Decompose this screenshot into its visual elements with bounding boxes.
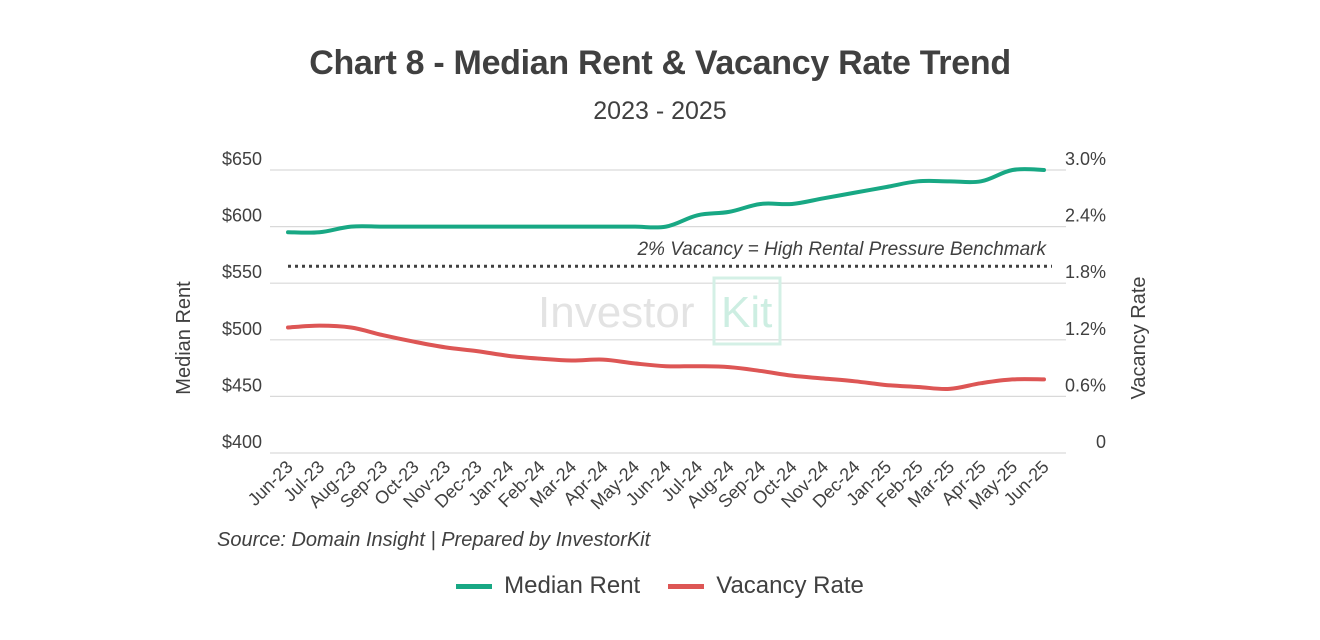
left-y-tick-label: $550 <box>222 262 262 282</box>
left-y-axis-ticks: $650 $600 $550 $500 $450 $400 <box>222 149 262 452</box>
investorkit-watermark-logo: Investor Kit <box>538 276 782 346</box>
left-y-tick-label: $500 <box>222 319 262 339</box>
right-y-tick-label: 0.6% <box>1065 375 1106 395</box>
chart-title: Chart 8 - Median Rent & Vacancy Rate Tre… <box>309 44 1011 82</box>
series-line-vacancy-rate <box>286 323 1046 391</box>
watermark-kit-box <box>712 276 782 346</box>
legend-swatch-median-rent <box>456 583 493 589</box>
left-y-tick-label: $650 <box>222 149 262 169</box>
right-y-axis-ticks: 3.0% 2.4% 1.8% 1.2% 0.6% 0 <box>1065 149 1106 452</box>
legend-label-vacancy-rate: Vacancy Rate <box>716 572 864 599</box>
series-lines <box>286 167 1046 391</box>
legend-item-vacancy-rate: Vacancy Rate <box>668 572 864 600</box>
right-y-tick-label: 1.8% <box>1065 262 1106 282</box>
source-note: Source: Domain Insight | Prepared by Inv… <box>217 529 651 551</box>
legend: Median Rent Vacancy Rate <box>0 572 1320 600</box>
axis-titles: Median Rent Vacancy Rate <box>173 276 1150 399</box>
chart-subtitle: 2023 - 2025 <box>593 97 727 125</box>
legend-item-median-rent: Median Rent <box>456 572 640 600</box>
right-y-tick-label: 3.0% <box>1065 149 1106 169</box>
left-y-tick-label: $600 <box>222 206 262 226</box>
right-y-tick-label: 1.2% <box>1065 319 1106 339</box>
left-y-tick-label: $450 <box>222 375 262 395</box>
series-line-median-rent <box>286 167 1046 235</box>
watermark-investor-text: Investor <box>538 288 695 337</box>
legend-label-median-rent: Median Rent <box>504 572 641 599</box>
x-axis-ticks: Jun-23Jul-23Aug-23Sep-23Oct-23Nov-23Dec-… <box>244 457 1053 514</box>
benchmark-line: 2% Vacancy = High Rental Pressure Benchm… <box>288 239 1052 268</box>
gridlines <box>270 169 1066 454</box>
benchmark-annotation: 2% Vacancy = High Rental Pressure Benchm… <box>636 239 1047 260</box>
right-y-tick-label: 2.4% <box>1065 206 1106 226</box>
right-y-tick-label: 0 <box>1096 432 1106 452</box>
right-axis-title: Vacancy Rate <box>1128 276 1150 399</box>
left-axis-title: Median Rent <box>173 281 195 395</box>
watermark-kit-text: Kit <box>721 288 772 337</box>
left-y-tick-label: $400 <box>222 432 262 452</box>
legend-swatch-vacancy-rate <box>668 583 705 589</box>
